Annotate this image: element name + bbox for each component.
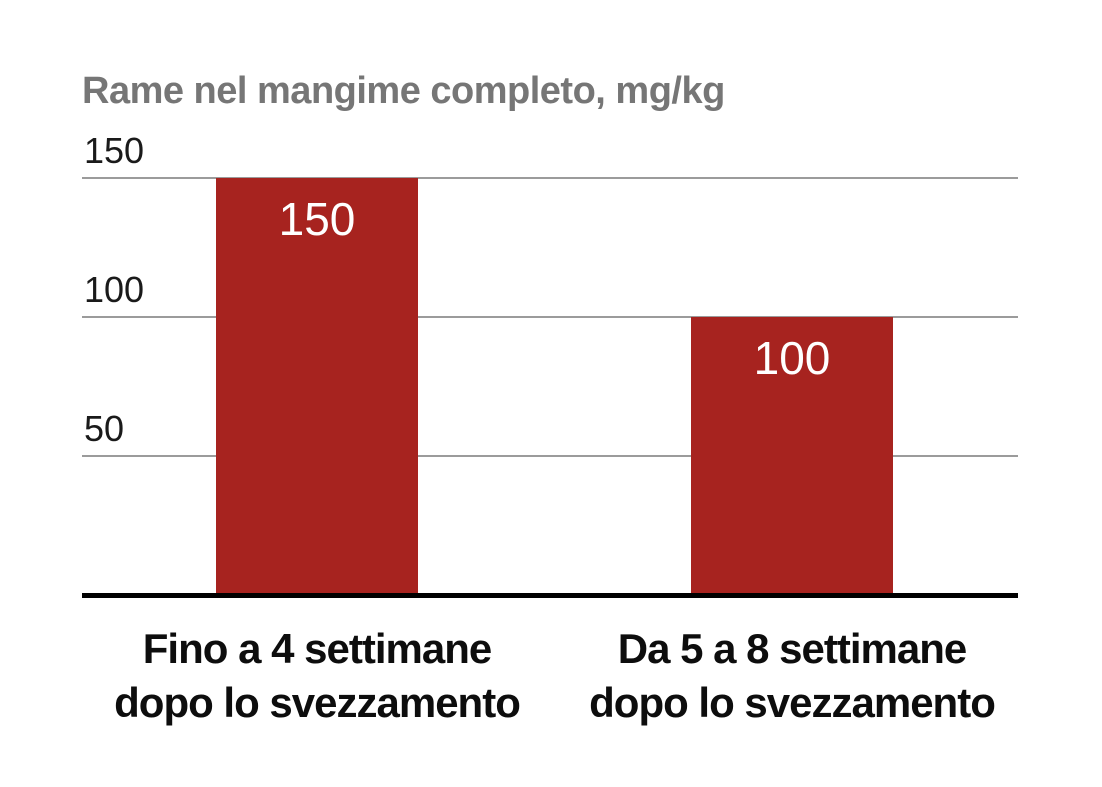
chart-title: Rame nel mangime completo, mg/kg xyxy=(82,70,725,112)
bar: 150 xyxy=(216,178,418,593)
x-axis-category-label: Fino a 4 settimane dopo lo svezzamento xyxy=(114,625,521,726)
x-axis-category-label: Da 5 a 8 settimane dopo lo svezzamento xyxy=(589,625,996,726)
gridline xyxy=(82,455,1018,457)
bar-value-label: 100 xyxy=(753,332,831,384)
gridline xyxy=(82,177,1018,179)
bar-value-label: 150 xyxy=(278,193,356,245)
bar: 100 xyxy=(691,317,893,593)
y-axis-tick-label: 100 xyxy=(84,269,145,310)
gridline xyxy=(82,316,1018,318)
y-axis-tick-label: 150 xyxy=(84,130,145,171)
y-axis-tick-label: 50 xyxy=(84,408,125,449)
x-axis-line xyxy=(82,593,1018,598)
